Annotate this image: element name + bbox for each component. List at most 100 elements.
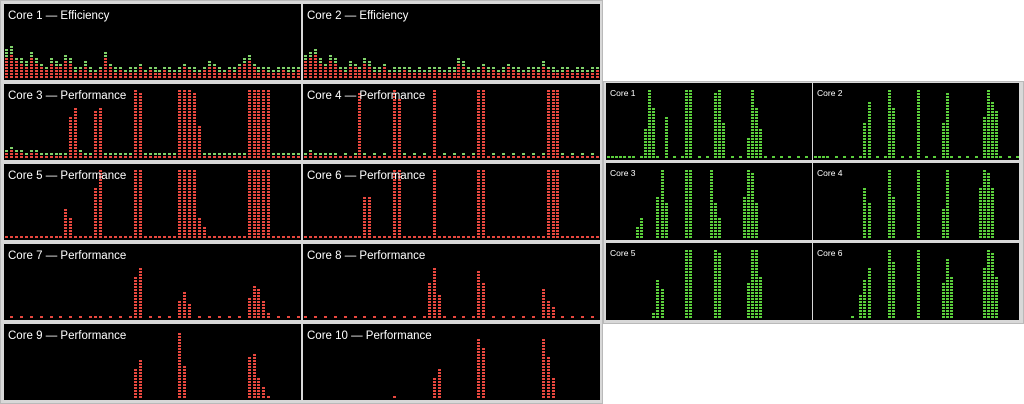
load-cell [983,203,986,205]
load-cell [178,351,181,353]
load-cell [552,99,555,101]
load-cell [685,188,688,190]
load-cell [917,295,920,297]
load-cell [292,236,295,238]
load-cell [158,316,161,318]
load-cell [547,117,550,119]
load-cell [747,182,750,184]
load-cell [257,185,260,187]
load-cell [99,203,102,205]
load-cell [358,144,361,146]
load-cell [747,141,750,143]
load-cell [888,147,891,149]
load-cell [718,277,721,279]
load-cell [542,61,545,63]
load-cell [652,138,655,140]
load-cell [433,313,436,315]
load-cell [477,396,480,398]
load-cell [958,156,961,158]
load-cell [193,212,196,214]
load-cell [751,173,754,175]
load-cell [178,333,181,335]
load-cell [183,375,186,377]
load-cell [228,153,231,155]
load-cell [755,114,758,116]
load-cell [991,289,994,291]
load-cell [253,209,256,211]
load-cell [946,96,949,98]
load-cell [428,313,431,315]
load-cell [751,292,754,294]
load-cell [552,111,555,113]
load-cell [257,298,260,300]
load-cell [433,153,436,155]
load-cell [751,289,754,291]
load-cell [983,268,986,270]
load-cell [398,236,401,238]
load-cell [502,156,505,158]
load-cell [45,76,48,78]
load-cell [64,156,67,158]
load-cell [718,221,721,223]
load-cell [755,259,758,261]
load-cell [248,378,251,380]
load-cell [718,295,721,297]
load-cell [50,236,53,238]
load-cell [393,150,396,152]
load-cell [248,111,251,113]
load-cell [868,274,871,276]
load-cell [339,67,342,69]
load-cell [183,76,186,78]
load-cell [868,102,871,104]
load-cell [718,289,721,291]
load-cell [238,316,241,318]
load-cell [139,372,142,374]
load-cell [477,378,480,380]
load-cell [507,236,510,238]
load-cell [547,176,550,178]
load-cell [718,256,721,258]
load-cell [542,390,545,392]
load-cell [892,197,895,199]
load-cell [755,120,758,122]
load-cell [888,194,891,196]
load-cell [950,304,953,306]
load-cell [257,90,260,92]
load-cell [552,310,555,312]
load-cell [178,144,181,146]
load-cell [656,304,659,306]
load-cell [134,102,137,104]
load-cell [304,58,307,60]
load-cell [329,64,332,66]
load-cell [987,197,990,199]
load-cell [863,206,866,208]
load-cell [987,200,990,202]
load-cell [134,138,137,140]
load-cell [747,236,750,238]
load-cell [718,236,721,238]
load-cell [648,99,651,101]
load-cell [547,108,550,110]
load-cell [433,233,436,235]
load-cell [262,307,265,309]
load-cell [755,227,758,229]
load-cell [94,188,97,190]
load-cell [747,203,750,205]
load-cell [689,185,692,187]
load-cell [139,307,142,309]
load-cell [267,147,270,149]
load-cell [477,206,480,208]
load-cell [193,185,196,187]
load-cell [983,147,986,149]
load-cell [193,182,196,184]
load-cell [183,381,186,383]
load-cell [248,120,251,122]
load-cell [482,236,485,238]
load-cell [154,156,157,158]
load-cell [888,283,891,285]
load-cell [10,236,13,238]
load-cell [946,316,949,318]
load-cell [482,144,485,146]
load-cell [991,203,994,205]
load-cell [208,61,211,63]
